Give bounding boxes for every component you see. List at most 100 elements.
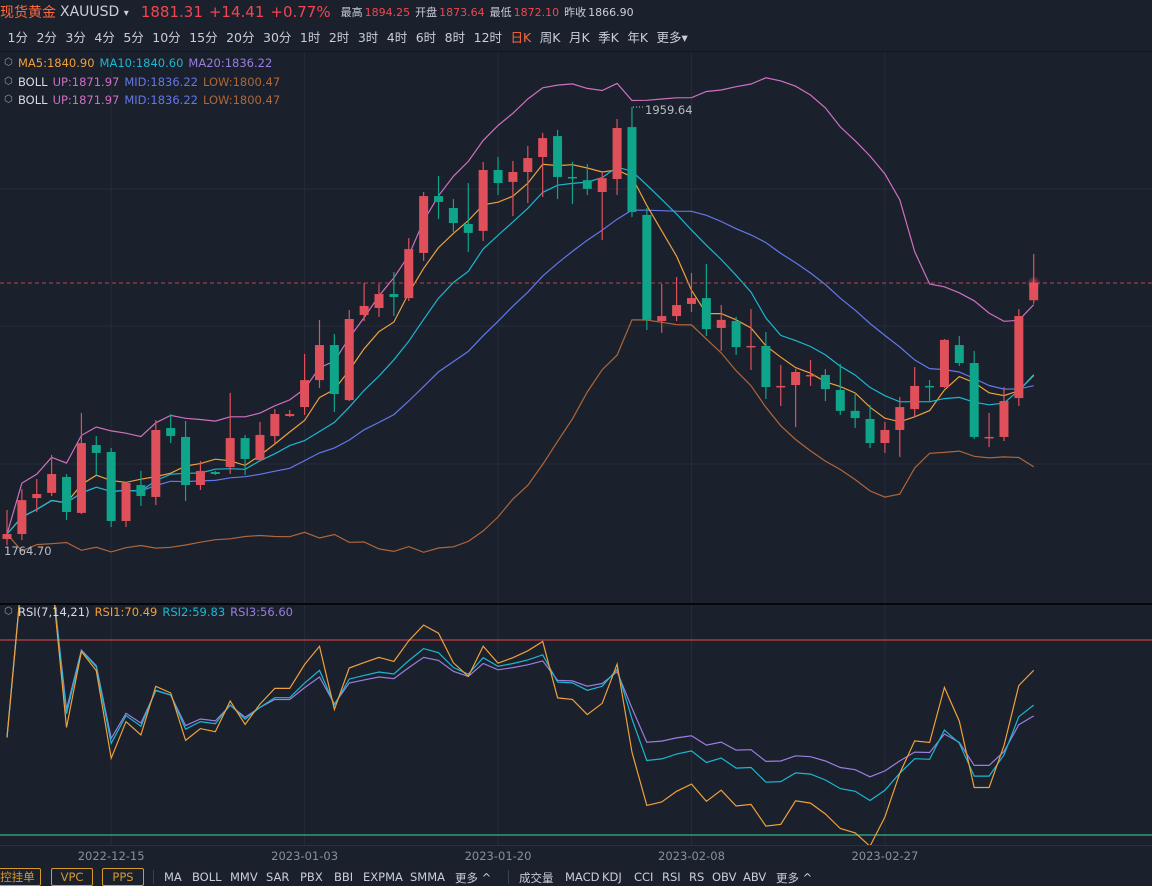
- timeframe-9[interactable]: 30分: [263, 29, 292, 45]
- settings-hexagon-icon[interactable]: ⬡: [4, 606, 13, 617]
- candle: [791, 369, 801, 428]
- timeframe-16[interactable]: 12时: [473, 29, 503, 45]
- candle-body: [716, 319, 726, 328]
- candle-body: [567, 176, 577, 179]
- candle: [210, 470, 220, 475]
- overlays-item-1[interactable]: BOLL: [192, 870, 222, 884]
- timeframe-3[interactable]: 3分: [65, 29, 86, 45]
- settings-hexagon-icon[interactable]: ⬡: [4, 75, 13, 87]
- candle-body: [582, 180, 592, 189]
- subs-item-3[interactable]: CCI: [634, 870, 654, 884]
- vpc-button[interactable]: VPC: [51, 868, 93, 886]
- settings-hexagon-icon[interactable]: ⬡: [4, 57, 13, 68]
- candle-body: [493, 170, 503, 184]
- candle: [329, 334, 339, 413]
- timeframe-17[interactable]: 日K: [510, 29, 532, 45]
- timeframe-10[interactable]: 1时: [299, 29, 321, 45]
- rsi-pane: [0, 605, 1152, 845]
- timeframe-2[interactable]: 2分: [36, 29, 57, 45]
- candle-body: [106, 452, 116, 521]
- settings-hexagon-icon[interactable]: ⬡: [4, 94, 13, 105]
- main-price-pane: [0, 77, 1152, 553]
- candle-body: [463, 223, 473, 233]
- rsi-name: RSI(7,14,21): [18, 605, 90, 619]
- candle: [300, 354, 310, 415]
- subs-item-8[interactable]: 更多 ^: [776, 871, 813, 885]
- timeframe-18[interactable]: 周K: [539, 29, 561, 45]
- open-label: 开盘: [415, 6, 438, 19]
- candle: [344, 309, 354, 401]
- subs-item-7[interactable]: ABV: [743, 870, 767, 884]
- timeframe-1[interactable]: 1分: [7, 29, 28, 45]
- candle: [672, 276, 682, 322]
- order-button[interactable]: 控挂单: [0, 868, 41, 886]
- candle-body: [225, 438, 235, 468]
- overlays-item-3[interactable]: SAR: [266, 870, 290, 884]
- candle-body: [701, 298, 711, 330]
- timeframe-7[interactable]: 15分: [189, 29, 218, 45]
- rsi3-value: RSI3:56.60: [230, 605, 293, 619]
- candle: [835, 363, 845, 415]
- date-tick-label: 2022-12-15: [77, 849, 145, 863]
- subs-item-4[interactable]: RSI: [662, 870, 681, 884]
- timeframe-6[interactable]: 10分: [152, 29, 181, 45]
- overlays-item-4[interactable]: PBX: [300, 870, 323, 884]
- candle: [508, 161, 518, 217]
- chevron-down-icon: ▾: [123, 8, 129, 19]
- candle-body: [954, 345, 964, 364]
- timeframe-19[interactable]: 月K: [568, 29, 590, 45]
- ma5-line: [6, 163, 1035, 535]
- boll-mid-line: [6, 209, 1034, 535]
- candle-body: [999, 400, 1009, 437]
- symbol-code: XAUUSD: [60, 4, 120, 20]
- candle-body: [776, 385, 786, 388]
- candle: [895, 396, 905, 457]
- timeframe-5[interactable]: 5分: [123, 29, 144, 45]
- candle: [850, 392, 860, 428]
- candle-body: [835, 389, 845, 411]
- candle-body: [359, 305, 369, 315]
- instrument-name: 现货黄金: [0, 5, 56, 21]
- candle-body: [314, 345, 324, 381]
- divider: [0, 51, 1152, 52]
- timeframe-11[interactable]: 2时: [328, 29, 350, 45]
- candle-body: [285, 414, 295, 417]
- prev-close-value: 1866.90: [588, 5, 634, 19]
- candle-body: [1014, 316, 1024, 399]
- timeframe-14[interactable]: 6时: [415, 29, 437, 45]
- subs-item-6[interactable]: OBV: [712, 870, 737, 884]
- candle: [195, 460, 205, 490]
- overlays-item-5[interactable]: BBI: [334, 870, 354, 884]
- candle: [493, 156, 503, 195]
- timeframe-8[interactable]: 20分: [226, 29, 255, 45]
- high-label: 最高: [340, 6, 363, 19]
- candle: [776, 365, 786, 406]
- candle-body: [597, 178, 607, 193]
- timeframe-12[interactable]: 3时: [357, 29, 379, 45]
- timeframe-21[interactable]: 年K: [627, 29, 649, 45]
- overlays-item-8[interactable]: 更多 ^: [455, 871, 492, 885]
- subs-item-2[interactable]: KDJ: [602, 870, 622, 884]
- subs-item-0[interactable]: 成交量: [519, 871, 554, 885]
- candle-body: [389, 294, 399, 297]
- candle-body: [850, 410, 860, 419]
- symbol-selector[interactable]: XAUUSD ▾: [60, 4, 129, 20]
- overlays-item-2[interactable]: MMV: [230, 870, 258, 884]
- overlays-item-0[interactable]: MA: [164, 870, 182, 884]
- candle-body: [731, 321, 741, 348]
- pps-button[interactable]: PPS: [102, 868, 144, 886]
- timeframe-4[interactable]: 4分: [94, 29, 115, 45]
- subs-item-5[interactable]: RS: [689, 870, 705, 884]
- timeframe-20[interactable]: 季K: [598, 29, 619, 45]
- overlays-item-6[interactable]: EXPMA: [363, 870, 403, 884]
- overlays-item-7[interactable]: SMMA: [410, 870, 446, 884]
- pane-separator[interactable]: [0, 603, 1152, 605]
- timeframe-13[interactable]: 4时: [386, 29, 408, 45]
- timeframe-22[interactable]: 更多▾: [656, 29, 688, 45]
- candle-body: [404, 249, 414, 299]
- subs-item-1[interactable]: MACD: [565, 870, 600, 884]
- candle: [225, 392, 235, 475]
- timeframe-15[interactable]: 8时: [444, 29, 466, 45]
- candle: [939, 338, 949, 388]
